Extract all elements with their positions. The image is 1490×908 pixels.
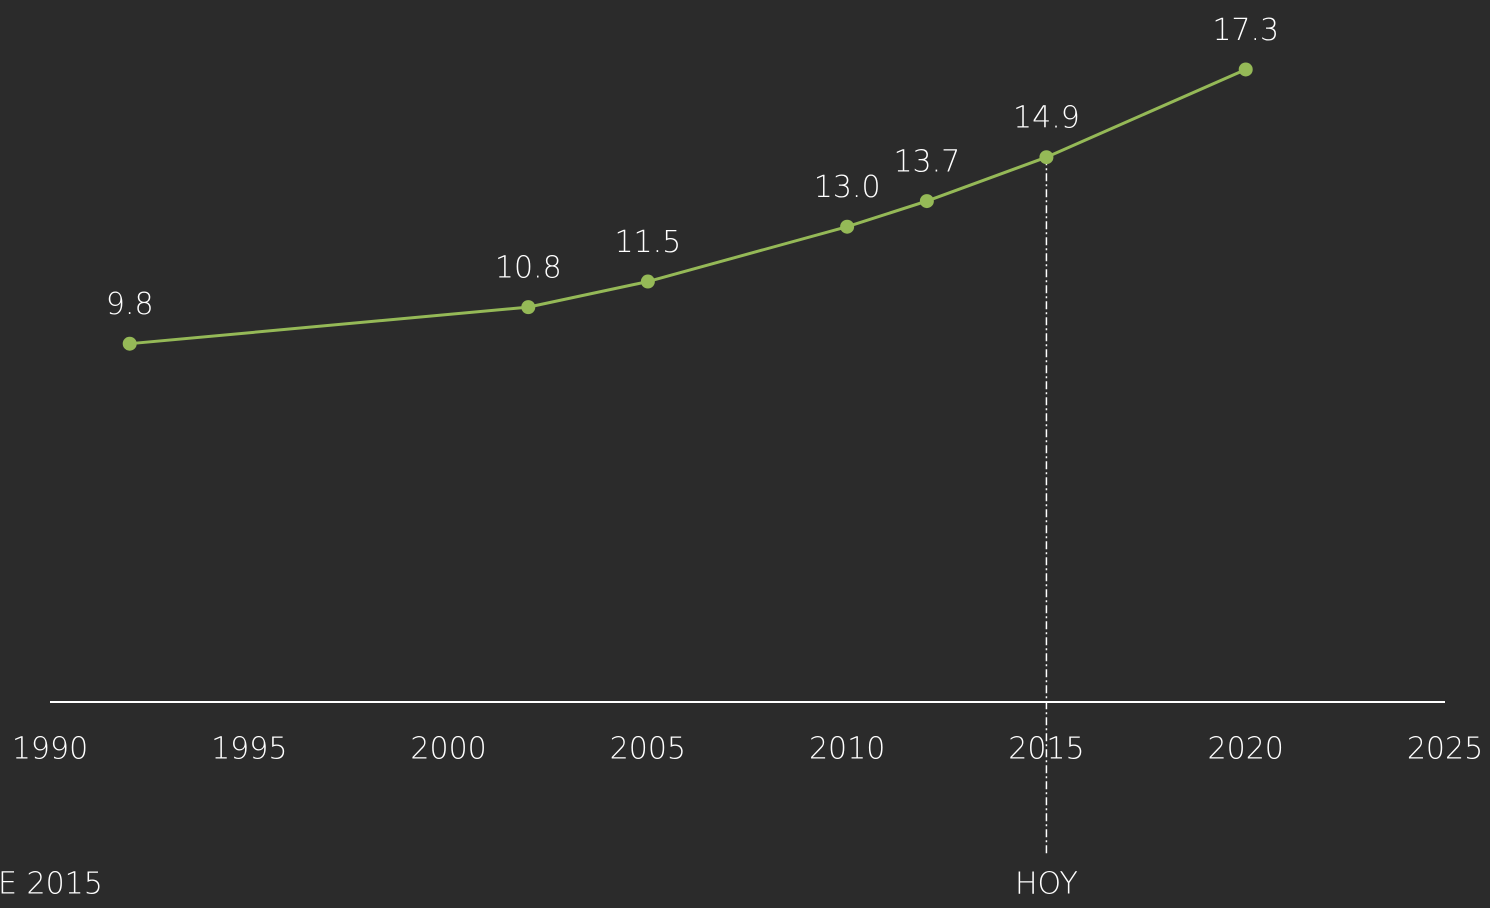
data-label: 14.9 xyxy=(1013,101,1080,136)
data-point xyxy=(521,300,536,315)
x-tick-label: 1995 xyxy=(211,732,287,767)
x-tick-label: 2000 xyxy=(410,732,486,767)
data-label: 17.3 xyxy=(1212,13,1279,48)
data-point xyxy=(640,274,655,289)
x-tick-label: 2005 xyxy=(610,732,686,767)
x-tick-label: 2025 xyxy=(1407,732,1483,767)
data-point xyxy=(1039,150,1054,165)
data-label: 9.8 xyxy=(106,287,154,322)
data-point xyxy=(122,336,137,351)
data-label: 13.7 xyxy=(893,145,960,180)
data-point xyxy=(919,194,934,209)
data-label: 13.0 xyxy=(814,170,881,205)
data-point xyxy=(1238,62,1253,77)
x-tick-label: 2010 xyxy=(809,732,885,767)
today-label: HOY xyxy=(1015,867,1078,902)
data-label: 11.5 xyxy=(614,225,681,260)
data-point xyxy=(840,219,855,234)
data-label: 10.8 xyxy=(495,251,562,286)
x-tick-label: 1990 xyxy=(12,732,88,767)
footnote: E 2015 xyxy=(0,867,103,902)
x-tick-label: 2020 xyxy=(1208,732,1284,767)
